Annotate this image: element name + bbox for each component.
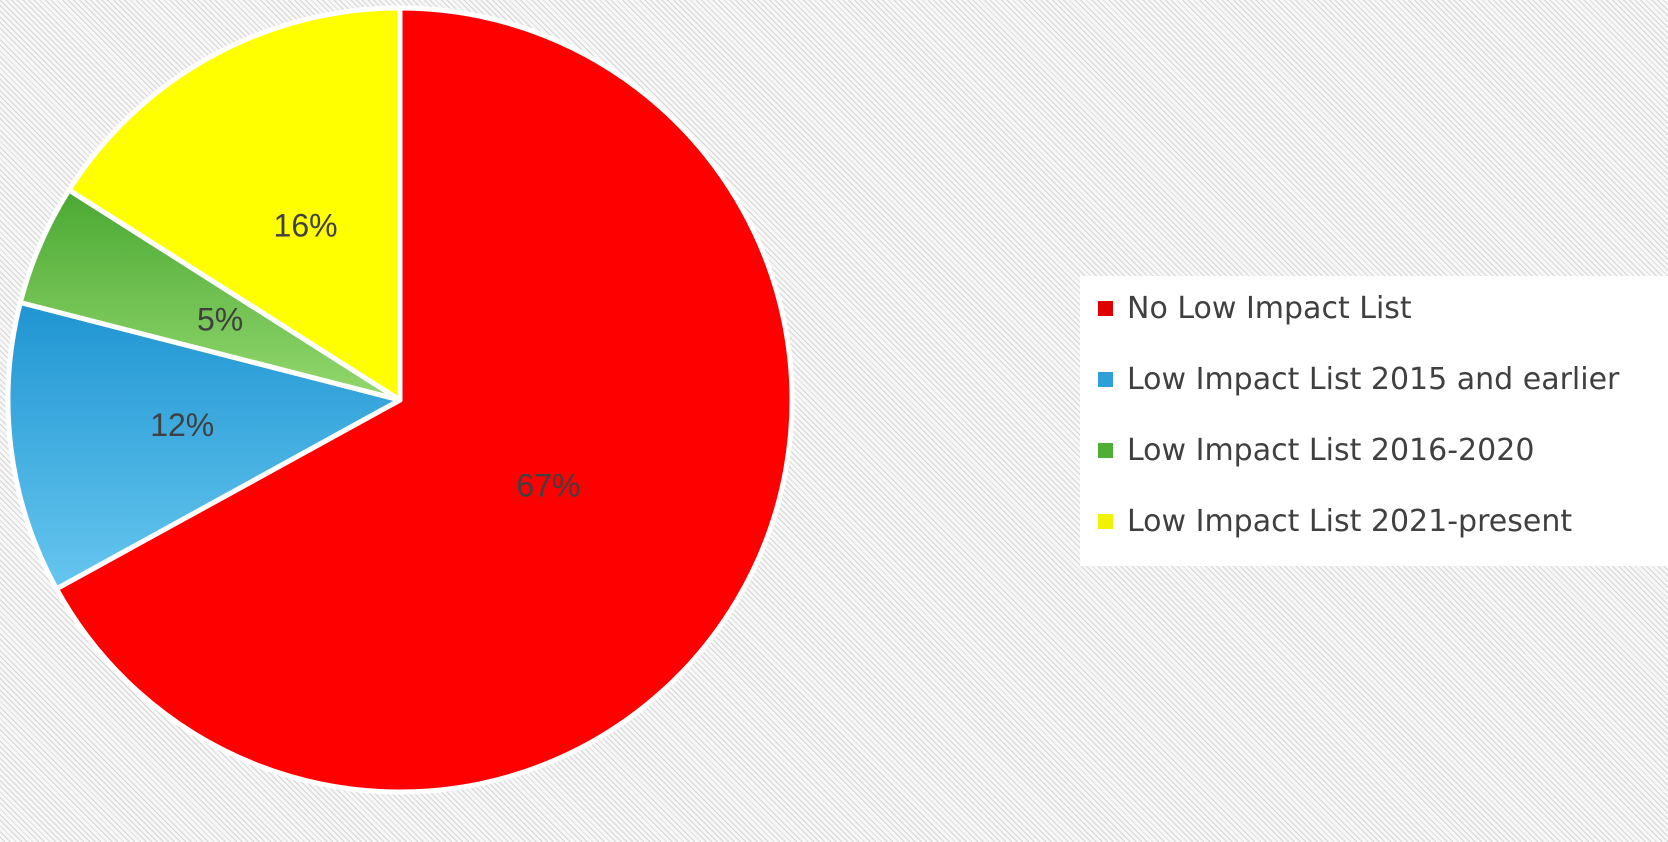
pie-slice-2015-and-earlier[interactable] <box>5 300 403 592</box>
legend-item-2015-and-earlier[interactable]: Low Impact List 2015 and earlier <box>1098 359 1619 399</box>
legend-label: Low Impact List 2015 and earlier <box>1127 361 1620 397</box>
legend-label: Low Impact List 2021-present <box>1127 503 1573 539</box>
data-label-2016-2020: 5% <box>197 302 243 338</box>
legend-swatch-2015-and-earlier <box>1098 371 1113 387</box>
legend-label: No Low Impact List <box>1127 290 1412 326</box>
legend-item-no-low-impact-list[interactable]: No Low Impact List <box>1098 288 1412 328</box>
legend-label: Low Impact List 2016-2020 <box>1127 432 1535 468</box>
legend-item-2021-present[interactable]: Low Impact List 2021-present <box>1098 501 1572 541</box>
legend-swatch-no-low-impact-list <box>1098 300 1113 316</box>
legend: No Low Impact List Low Impact List 2015 … <box>1080 276 1668 566</box>
legend-swatch-2021-present <box>1098 513 1113 529</box>
pie-slice-2021-present[interactable] <box>66 5 403 403</box>
legend-item-2016-2020[interactable]: Low Impact List 2016-2020 <box>1098 430 1534 470</box>
data-label-2015-and-earlier: 12% <box>150 407 214 443</box>
data-label-2021-present: 16% <box>274 208 338 244</box>
legend-swatch-2016-2020 <box>1098 442 1113 458</box>
pie-slice-no-low-impact-list[interactable] <box>53 5 795 795</box>
data-label-no-low-impact-list: 67% <box>516 467 580 503</box>
